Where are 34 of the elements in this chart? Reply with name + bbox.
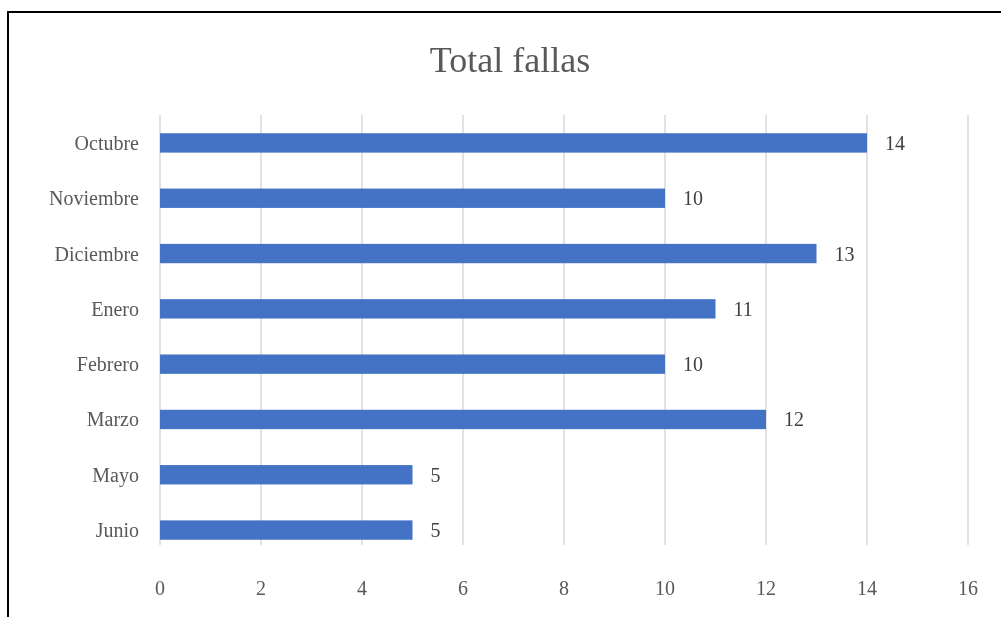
x-tick-label: 0 xyxy=(155,577,165,599)
x-tick-label: 14 xyxy=(857,577,877,599)
data-label: 5 xyxy=(430,519,441,542)
bar xyxy=(160,354,665,374)
y-tick-label: Diciembre xyxy=(54,242,140,265)
x-tick-label: 4 xyxy=(357,577,367,599)
y-tick-label: Octubre xyxy=(74,131,140,154)
data-label: 11 xyxy=(733,297,753,320)
y-tick-label: Marzo xyxy=(86,408,139,431)
chart-title: Total fallas xyxy=(429,40,591,80)
x-tick-label: 10 xyxy=(655,577,675,599)
data-label: 5 xyxy=(430,463,441,486)
x-tick-label: 16 xyxy=(958,577,978,599)
bar xyxy=(160,520,413,540)
data-label: 12 xyxy=(784,408,804,431)
bar xyxy=(160,409,766,430)
x-tick-label: 8 xyxy=(559,577,569,599)
data-label: 14 xyxy=(885,131,905,154)
bar xyxy=(160,188,665,208)
bar xyxy=(160,133,867,153)
x-tick-label: 6 xyxy=(458,577,468,599)
y-tick-label: Junio xyxy=(95,519,139,542)
bar xyxy=(160,243,817,264)
y-tick-label: Febrero xyxy=(76,353,139,376)
y-tick-label: Mayo xyxy=(92,463,139,487)
data-label: 10 xyxy=(683,187,703,210)
bar xyxy=(160,299,716,319)
data-label: 10 xyxy=(683,353,703,376)
data-label: 13 xyxy=(834,242,855,265)
y-tick-label: Enero xyxy=(91,297,139,320)
x-tick-label: 2 xyxy=(256,577,266,599)
bar xyxy=(160,465,413,485)
y-tick-label: Noviembre xyxy=(49,187,140,210)
x-tick-label: 12 xyxy=(756,577,776,599)
